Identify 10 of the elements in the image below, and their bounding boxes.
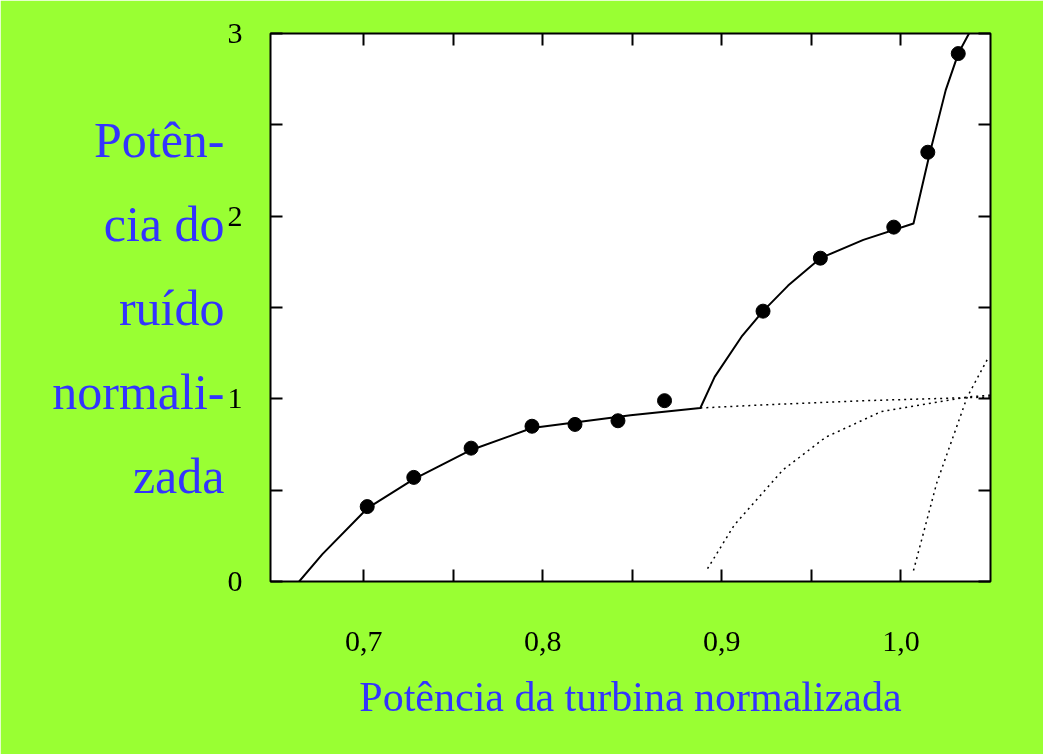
y-tick-label: 3 — [227, 16, 243, 49]
y-tick-label: 0 — [227, 564, 243, 597]
y-tick-label: 2 — [227, 198, 243, 232]
x-axis-title: Potência da turbina normalizada — [359, 673, 902, 720]
y-axis-title: Potên- cia do ruído normali- zada — [52, 111, 225, 504]
x-tick-label: 1,0 — [882, 623, 920, 657]
x-tick-label: 0,9 — [703, 623, 741, 657]
y-tick-label: 1 — [227, 381, 243, 415]
x-tick-label: 0,7 — [344, 623, 383, 657]
x-tick-label: 0,8 — [523, 623, 562, 657]
